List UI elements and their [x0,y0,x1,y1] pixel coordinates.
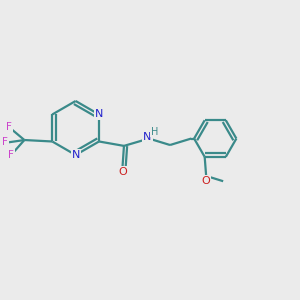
Text: O: O [118,167,127,177]
Text: N: N [71,150,80,160]
Text: N: N [143,132,152,142]
Text: F: F [8,150,14,160]
Text: H: H [151,127,158,136]
Text: F: F [6,122,12,132]
Text: N: N [95,110,103,119]
Text: O: O [202,176,211,186]
Text: F: F [2,137,8,147]
